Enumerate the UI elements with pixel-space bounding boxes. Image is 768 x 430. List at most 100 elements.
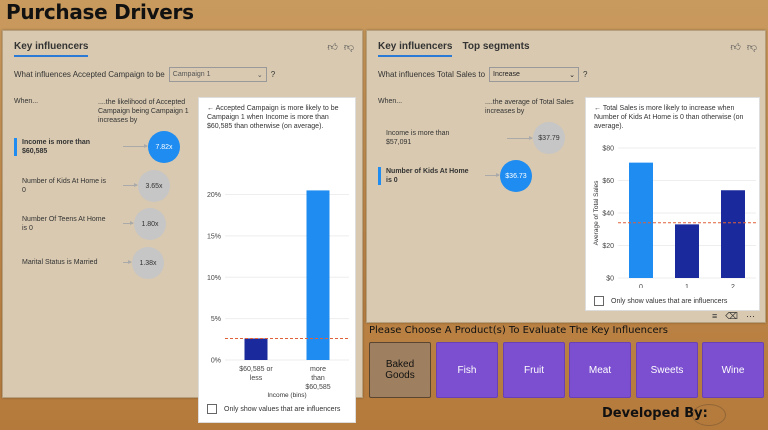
thumbs-up-icon[interactable]: 👍︎ [730, 42, 741, 53]
influence-bubble[interactable]: 7.82x [148, 131, 180, 163]
influencers-only-checkbox[interactable]: Only show values that are influencers [207, 404, 340, 414]
detail-description: ← Total Sales is more likely to increase… [594, 104, 754, 131]
y-axis-label: Average of Total Sales [593, 180, 600, 246]
chevron-down-icon: ⌄ [256, 71, 263, 79]
tab-top-segments[interactable]: Top segments [462, 41, 530, 52]
visual-toolbar: ≡ ⌫ ⋯ [712, 311, 755, 322]
x-axis-label: Income (bins) [267, 392, 306, 399]
developed-by-label: Developed By: [602, 406, 708, 421]
thumbs-down-icon[interactable]: 👎︎ [343, 42, 354, 53]
influence-bubble[interactable]: $36.73 [500, 160, 532, 192]
kidhome-bar-chart: $0$20$40$60$80012KidhomeAverage of Total… [593, 146, 756, 288]
key-influencers-panel-right: Key influencers Top segments 👍︎ 👎︎ What … [366, 30, 766, 323]
filter-icon[interactable]: ≡ [712, 311, 718, 321]
product-button-fish[interactable]: Fish [436, 342, 498, 398]
eraser-icon[interactable]: ⌫ [725, 311, 738, 321]
back-arrow-icon[interactable]: ← [207, 105, 214, 112]
checkbox-box[interactable] [207, 404, 217, 414]
arrow-right-icon [123, 183, 138, 187]
developer-logo [692, 404, 726, 426]
question-row: What influences Total Sales to Increase … [378, 67, 587, 82]
bar [629, 162, 653, 278]
influence-bubble[interactable]: 1.38x [132, 247, 164, 279]
x-tick-label: than [311, 375, 325, 382]
influencer-item[interactable]: Marital Status is Married [22, 259, 98, 266]
influencer-item[interactable]: Number of Kids At Home is 0 [378, 167, 473, 185]
x-tick-label: 1 [685, 284, 689, 288]
influence-bubble[interactable]: $37.79 [533, 122, 565, 154]
arrow-right-icon [485, 173, 500, 177]
y-tick-label: 0% [211, 358, 221, 365]
product-button-fruit[interactable]: Fruit [503, 342, 565, 398]
question-suffix: ? [270, 70, 276, 79]
influencer-detail-card: ← Accepted Campaign is more likely to be… [198, 97, 356, 423]
tab-key-influencers[interactable]: Key influencers [14, 41, 89, 57]
x-tick-label: $60,585 or [239, 366, 273, 373]
more-options-icon[interactable]: ⋯ [746, 311, 755, 321]
detail-text: Total Sales is more likely to increase w… [594, 105, 744, 130]
header-icons: 👍︎ 👎︎ [730, 41, 757, 53]
y-tick-label: $80 [602, 146, 614, 153]
influencer-item[interactable]: Number Of Teens At Home is 0 [22, 216, 106, 232]
bar [306, 190, 330, 360]
product-button-wine[interactable]: Wine [702, 342, 764, 398]
influencers-only-checkbox[interactable]: Only show values that are influencers [594, 296, 727, 306]
thumbs-up-icon[interactable]: 👍︎ [327, 42, 338, 53]
likelihood-label: ....the likelihood of Accepted Campaign … [98, 99, 189, 124]
x-tick-label: 0 [639, 284, 643, 288]
when-label: When... [14, 98, 39, 105]
income-bar-chart: 0% 5% 10% 15% 20% $60,585 or less more than $60,5… [207, 190, 349, 399]
y-tick-label: $40 [602, 211, 614, 218]
bar [244, 338, 268, 360]
question-prefix: What influences Total Sales to [378, 70, 486, 79]
x-tick-label: less [250, 375, 263, 382]
y-tick-label: $0 [606, 276, 614, 283]
y-tick-label: $20 [602, 243, 614, 250]
direction-select[interactable]: Increase ⌄ [489, 67, 580, 82]
influence-bubble[interactable]: 1.80x [134, 208, 166, 240]
tab-key-influencers[interactable]: Key influencers [378, 41, 453, 57]
tab-bar: Key influencers [14, 41, 89, 57]
checkbox-label: Only show values that are influencers [611, 297, 728, 305]
select-value: Campaign 1 [172, 71, 211, 78]
arrow-right-icon [123, 144, 148, 148]
product-button-meat[interactable]: Meat [569, 342, 631, 398]
bar [675, 224, 699, 278]
detail-text: Accepted Campaign is more likely to be C… [207, 105, 339, 130]
when-label: When... [378, 98, 403, 105]
x-tick-label: more [310, 366, 326, 373]
question-prefix: What influences Accepted Campaign to be [14, 70, 165, 79]
product-button-sweets[interactable]: Sweets [636, 342, 698, 398]
detail-description: ← Accepted Campaign is more likely to be… [207, 104, 352, 131]
header-icons: 👍︎ 👎︎ [327, 41, 354, 53]
y-tick-label: 20% [207, 192, 221, 199]
influencer-item[interactable]: Number of Kids At Home is 0 [22, 178, 107, 194]
average-label: ....the average of Total Sales increases… [485, 99, 574, 115]
chevron-down-icon: ⌄ [569, 71, 576, 79]
question-suffix: ? [583, 70, 588, 79]
bar [721, 190, 745, 278]
product-prompt: Please Choose A Product(s) To Evaluate T… [369, 325, 668, 336]
influencer-item[interactable]: Income is more than $60,585 [14, 138, 109, 156]
product-button-baked-goods[interactable]: Baked Goods [369, 342, 431, 398]
thumbs-down-icon[interactable]: 👎︎ [746, 42, 757, 53]
key-influencers-panel-left: Key influencers 👍︎ 👎︎ What influences Ac… [2, 30, 363, 423]
arrow-right-icon [123, 221, 134, 225]
page-title: Purchase Drivers [6, 0, 194, 24]
campaign-select[interactable]: Campaign 1 ⌄ [168, 67, 267, 82]
y-tick-label: 10% [207, 275, 221, 282]
x-tick-label: $60,585 [305, 384, 330, 391]
influence-bubble[interactable]: 3.65x [138, 170, 170, 202]
select-value: Increase [493, 71, 520, 78]
arrow-right-icon [123, 260, 132, 264]
influencer-item[interactable]: Income is more than $57,091 [386, 130, 450, 146]
influencer-detail-card: ← Total Sales is more likely to increase… [585, 97, 760, 311]
x-tick-label: 2 [731, 284, 735, 288]
y-tick-label: $60 [602, 178, 614, 185]
question-row: What influences Accepted Campaign to be … [14, 67, 275, 82]
checkbox-label: Only show values that are influencers [224, 405, 341, 413]
y-tick-label: 15% [207, 233, 221, 240]
checkbox-box[interactable] [594, 296, 604, 306]
y-tick-label: 5% [211, 316, 221, 323]
back-arrow-icon[interactable]: ← [594, 105, 601, 112]
